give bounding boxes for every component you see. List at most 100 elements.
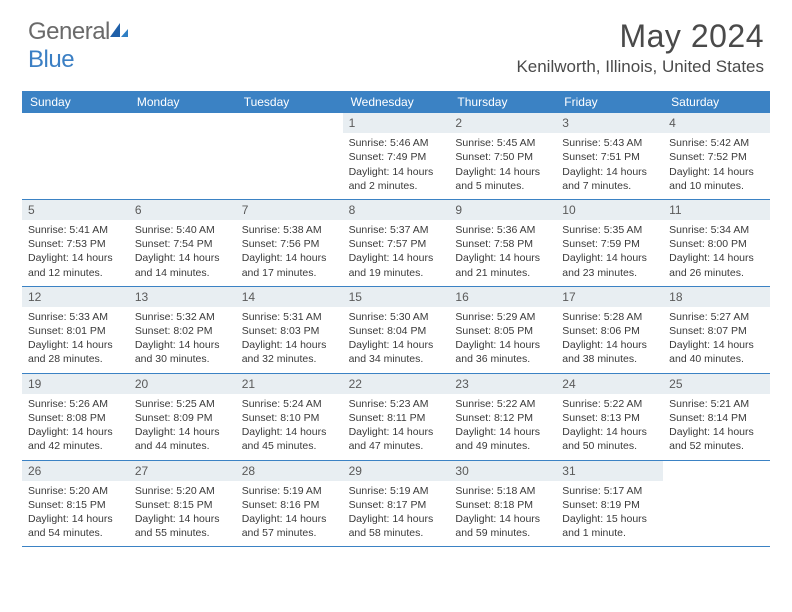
daylight-text: and 14 minutes.	[135, 266, 231, 280]
empty-day-cell	[663, 461, 770, 547]
sunset-text: Sunset: 7:49 PM	[349, 150, 445, 164]
sunrise-text: Sunrise: 5:36 AM	[455, 223, 551, 237]
sunset-text: Sunset: 8:17 PM	[349, 498, 445, 512]
daylight-text: and 2 minutes.	[349, 179, 445, 193]
week-row: 12Sunrise: 5:33 AMSunset: 8:01 PMDayligh…	[22, 287, 770, 374]
day-cell: 1 Sunrise: 5:46 AMSunset: 7:49 PMDaylight…	[343, 113, 450, 199]
daylight-text: and 23 minutes.	[562, 266, 658, 280]
day-number: 28	[236, 461, 343, 481]
day-cell: 8Sunrise: 5:37 AMSunset: 7:57 PMDaylight…	[343, 200, 450, 286]
daylight-text: Daylight: 14 hours	[349, 251, 445, 265]
daylight-text: and 10 minutes.	[669, 179, 765, 193]
sunset-text: Sunset: 8:03 PM	[242, 324, 338, 338]
day-number: 1	[343, 113, 450, 133]
daylight-text: Daylight: 14 hours	[242, 512, 338, 526]
day-cell: 14Sunrise: 5:31 AMSunset: 8:03 PMDayligh…	[236, 287, 343, 373]
daylight-text: and 57 minutes.	[242, 526, 338, 540]
sunrise-text: Sunrise: 5:22 AM	[455, 397, 551, 411]
daylight-text: Daylight: 14 hours	[349, 425, 445, 439]
day-number: 17	[556, 287, 663, 307]
daylight-text: Daylight: 14 hours	[562, 338, 658, 352]
daylight-text: Daylight: 14 hours	[242, 251, 338, 265]
day-cell: 5Sunrise: 5:41 AMSunset: 7:53 PMDaylight…	[22, 200, 129, 286]
day-cell: 15Sunrise: 5:30 AMSunset: 8:04 PMDayligh…	[343, 287, 450, 373]
daylight-text: and 50 minutes.	[562, 439, 658, 453]
sunset-text: Sunset: 8:09 PM	[135, 411, 231, 425]
sunrise-text: Sunrise: 5:17 AM	[562, 484, 658, 498]
sunrise-text: Sunrise: 5:46 AM	[349, 136, 445, 150]
day-number: 20	[129, 374, 236, 394]
logo-word-2: Blue	[28, 46, 74, 73]
sunset-text: Sunset: 8:02 PM	[135, 324, 231, 338]
day-number: 26	[22, 461, 129, 481]
day-cell: 28Sunrise: 5:19 AMSunset: 8:16 PMDayligh…	[236, 461, 343, 547]
day-cell: 6Sunrise: 5:40 AMSunset: 7:54 PMDaylight…	[129, 200, 236, 286]
sunset-text: Sunset: 8:14 PM	[669, 411, 765, 425]
day-number: 24	[556, 374, 663, 394]
logo: GeneralBlue	[28, 18, 130, 74]
empty-day-cell	[22, 113, 129, 199]
day-number: 7	[236, 200, 343, 220]
day-cell: 22Sunrise: 5:23 AMSunset: 8:11 PMDayligh…	[343, 374, 450, 460]
day-number: 16	[449, 287, 556, 307]
daylight-text: and 12 minutes.	[28, 266, 124, 280]
sunset-text: Sunset: 8:08 PM	[28, 411, 124, 425]
daylight-text: Daylight: 14 hours	[669, 425, 765, 439]
sunrise-text: Sunrise: 5:45 AM	[455, 136, 551, 150]
day-cell: 25Sunrise: 5:21 AMSunset: 8:14 PMDayligh…	[663, 374, 770, 460]
daylight-text: Daylight: 14 hours	[349, 165, 445, 179]
daylight-text: and 34 minutes.	[349, 352, 445, 366]
day-cell: 19Sunrise: 5:26 AMSunset: 8:08 PMDayligh…	[22, 374, 129, 460]
empty-day-cell	[236, 113, 343, 199]
daylight-text: and 1 minute.	[562, 526, 658, 540]
calendar: SundayMondayTuesdayWednesdayThursdayFrid…	[22, 91, 770, 547]
day-number: 29	[343, 461, 450, 481]
day-number: 6	[129, 200, 236, 220]
sunset-text: Sunset: 8:11 PM	[349, 411, 445, 425]
daylight-text: and 17 minutes.	[242, 266, 338, 280]
sunrise-text: Sunrise: 5:33 AM	[28, 310, 124, 324]
daylight-text: and 42 minutes.	[28, 439, 124, 453]
sunrise-text: Sunrise: 5:43 AM	[562, 136, 658, 150]
day-number: 18	[663, 287, 770, 307]
day-cell: 30Sunrise: 5:18 AMSunset: 8:18 PMDayligh…	[449, 461, 556, 547]
daylight-text: and 5 minutes.	[455, 179, 551, 193]
daylight-text: Daylight: 14 hours	[562, 425, 658, 439]
daylight-text: Daylight: 14 hours	[669, 165, 765, 179]
day-number: 21	[236, 374, 343, 394]
sunrise-text: Sunrise: 5:30 AM	[349, 310, 445, 324]
daylight-text: Daylight: 14 hours	[562, 251, 658, 265]
sunrise-text: Sunrise: 5:40 AM	[135, 223, 231, 237]
sunset-text: Sunset: 7:51 PM	[562, 150, 658, 164]
daylight-text: and 26 minutes.	[669, 266, 765, 280]
daylight-text: and 54 minutes.	[28, 526, 124, 540]
day-number: 4	[663, 113, 770, 133]
day-cell: 3Sunrise: 5:43 AMSunset: 7:51 PMDaylight…	[556, 113, 663, 199]
day-cell: 23Sunrise: 5:22 AMSunset: 8:12 PMDayligh…	[449, 374, 556, 460]
sunrise-text: Sunrise: 5:28 AM	[562, 310, 658, 324]
day-number: 15	[343, 287, 450, 307]
sunset-text: Sunset: 8:18 PM	[455, 498, 551, 512]
sunrise-text: Sunrise: 5:19 AM	[242, 484, 338, 498]
day-cell: 13Sunrise: 5:32 AMSunset: 8:02 PMDayligh…	[129, 287, 236, 373]
logo-text: GeneralBlue	[28, 18, 130, 74]
day-cell: 10Sunrise: 5:35 AMSunset: 7:59 PMDayligh…	[556, 200, 663, 286]
sunset-text: Sunset: 8:05 PM	[455, 324, 551, 338]
sunrise-text: Sunrise: 5:41 AM	[28, 223, 124, 237]
sunset-text: Sunset: 7:58 PM	[455, 237, 551, 251]
logo-sail-icon	[108, 18, 130, 46]
day-number: 31	[556, 461, 663, 481]
header: GeneralBlue May 2024 Kenilworth, Illinoi…	[0, 0, 792, 83]
weekday-header-row: SundayMondayTuesdayWednesdayThursdayFrid…	[22, 91, 770, 113]
day-cell: 7Sunrise: 5:38 AMSunset: 7:56 PMDaylight…	[236, 200, 343, 286]
sunset-text: Sunset: 7:52 PM	[669, 150, 765, 164]
sunrise-text: Sunrise: 5:31 AM	[242, 310, 338, 324]
weekday-header: Tuesday	[236, 91, 343, 113]
day-number: 27	[129, 461, 236, 481]
day-number: 13	[129, 287, 236, 307]
day-cell: 26Sunrise: 5:20 AMSunset: 8:15 PMDayligh…	[22, 461, 129, 547]
sunset-text: Sunset: 8:06 PM	[562, 324, 658, 338]
day-number: 5	[22, 200, 129, 220]
daylight-text: Daylight: 14 hours	[135, 512, 231, 526]
sunset-text: Sunset: 8:04 PM	[349, 324, 445, 338]
